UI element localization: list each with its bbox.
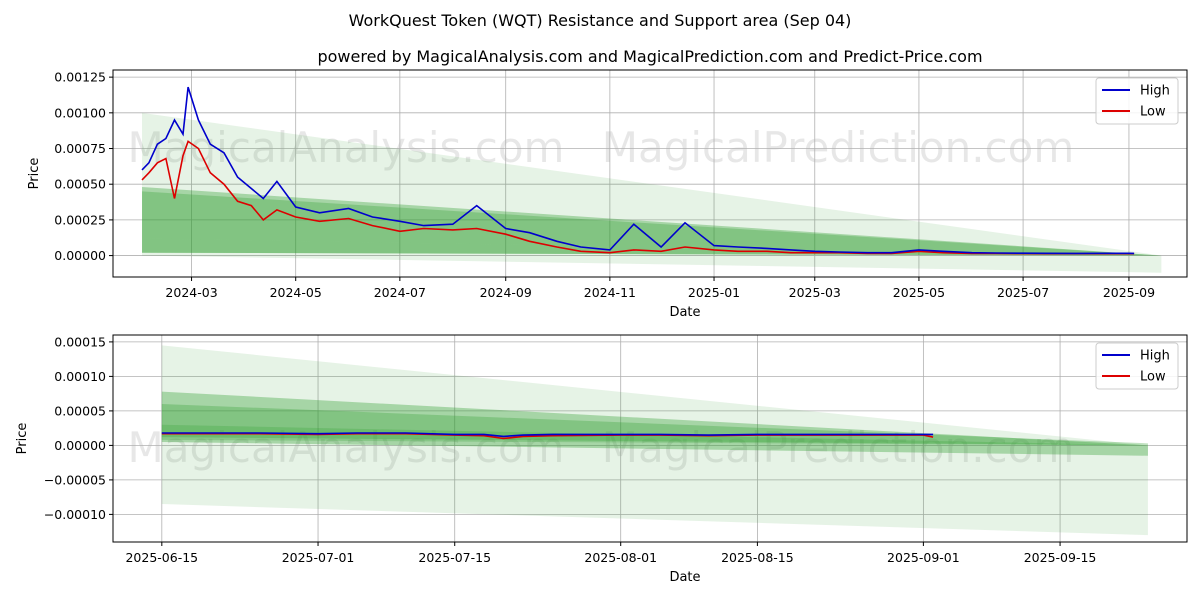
band-area: [142, 191, 1162, 256]
x-tick-label: 2025-07-15: [418, 550, 491, 565]
y-axis-label: Price: [27, 158, 42, 190]
legend-label-low: Low: [1140, 105, 1166, 120]
y-tick-label: 0.00005: [54, 403, 106, 418]
x-tick-label: 2025-09-01: [887, 550, 960, 565]
watermark-text: MagicalAnalysis.com: [128, 273, 565, 322]
x-tick-label: 2025-09-15: [1024, 550, 1097, 565]
bottom-panel: MagicalAnalysis.com MagicalPrediction.com…: [15, 334, 1188, 585]
plot-frame: [112, 69, 1188, 278]
grid-lines: [113, 70, 1187, 277]
legend-label-high: High: [1140, 84, 1170, 99]
legend-label-low: Low: [1140, 370, 1166, 385]
watermark-text: MagicalAnalysis.com: [128, 423, 565, 472]
y-tick-label: 0.00000: [54, 438, 106, 453]
x-tick-label: 2024-03: [165, 285, 217, 300]
plot-frame: [112, 334, 1188, 543]
series-high-line: [141, 86, 1135, 255]
y-tick-label: −0.00010: [44, 507, 106, 522]
y-tick-label: 0.00050: [54, 177, 106, 192]
y-axis-label: Price: [15, 423, 30, 455]
x-tick-label: 2025-01: [688, 285, 740, 300]
x-axis-label: Date: [669, 305, 700, 320]
watermark-layer: MagicalAnalysis.com MagicalPrediction.com: [128, 423, 1075, 472]
band-area: [161, 424, 1148, 446]
series-low-line: [141, 140, 1135, 255]
x-tick-label: 2025-05: [893, 285, 945, 300]
legend: High Low: [1095, 77, 1179, 125]
y-tick-label: 0.00000: [54, 248, 106, 263]
series-lines: [161, 432, 934, 440]
y-tick-label: 0.00075: [54, 141, 106, 156]
watermark-text: MagicalAnalysis.com: [128, 123, 565, 172]
x-tick-label: 2025-07-01: [282, 550, 355, 565]
y-tick-label: 0.00010: [54, 369, 106, 384]
grid-lines: [113, 335, 1187, 542]
top-panel: MagicalAnalysis.com MagicalPrediction.com…: [27, 69, 1188, 322]
watermark-text: MagicalPrediction.com: [602, 123, 1075, 172]
x-axis-label: Date: [669, 570, 700, 585]
y-tick-label: −0.00005: [44, 472, 106, 487]
band-area: [161, 391, 1148, 456]
x-tick-label: 2025-07: [997, 285, 1049, 300]
legend: High Low: [1095, 342, 1179, 390]
y-tick-label: 0.00100: [54, 105, 106, 120]
x-tick-label: 2025-08-15: [721, 550, 794, 565]
x-tick-label: 2024-09: [480, 285, 532, 300]
x-tick-label: 2024-07: [374, 285, 426, 300]
support-resistance-bands: [161, 345, 1148, 536]
x-tick-label: 2024-05: [270, 285, 322, 300]
watermark-text: MagicalPrediction.com: [602, 423, 1075, 472]
x-tick-label: 2024-11: [584, 285, 636, 300]
series-lines: [141, 86, 1135, 255]
y-tick-label: 0.00015: [54, 334, 106, 349]
support-resistance-bands: [142, 112, 1162, 273]
band-area: [142, 112, 1162, 273]
y-tick-label: 0.00125: [54, 70, 106, 85]
x-tick-label: 2025-03: [789, 285, 841, 300]
watermark-layer: MagicalAnalysis.com MagicalPrediction.com…: [128, 123, 1075, 322]
x-tick-label: 2025-09: [1103, 285, 1155, 300]
x-tick-label: 2025-08-01: [584, 550, 657, 565]
chart-title: WorkQuest Token (WQT) Resistance and Sup…: [349, 11, 852, 30]
x-tick-label: 2025-06-15: [125, 550, 198, 565]
series-high-line: [161, 432, 934, 438]
chart-subtitle: powered by MagicalAnalysis.com and Magic…: [317, 47, 982, 66]
y-tick-label: 0.00025: [54, 212, 106, 227]
band-area: [161, 345, 1148, 536]
legend-label-high: High: [1140, 349, 1170, 364]
watermark-text: MagicalPrediction.com: [602, 273, 1075, 322]
band-area: [142, 187, 1162, 256]
